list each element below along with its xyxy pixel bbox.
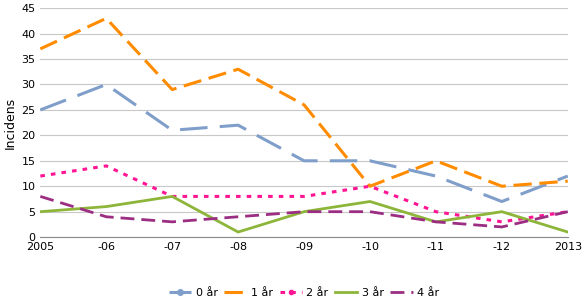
2 år [37, 174, 44, 178]
4 år [234, 215, 241, 219]
1 år [432, 159, 440, 163]
1 år [301, 103, 308, 107]
1 år [366, 185, 373, 188]
4 år [301, 210, 308, 213]
3 år [432, 220, 440, 224]
3 år [103, 205, 110, 209]
0 år [564, 174, 571, 178]
2 år [103, 164, 110, 168]
Line: 2 år: 2 år [40, 166, 568, 222]
3 år [498, 210, 505, 213]
0 år [498, 200, 505, 203]
4 år [37, 195, 44, 198]
0 år [234, 123, 241, 127]
4 år [432, 220, 440, 224]
0 år [432, 174, 440, 178]
4 år [564, 210, 571, 213]
4 år [169, 220, 176, 224]
3 år [564, 230, 571, 234]
0 år [366, 159, 373, 163]
2 år [366, 185, 373, 188]
1 år [564, 179, 571, 183]
Line: 4 år: 4 år [40, 196, 568, 227]
1 år [37, 47, 44, 51]
Y-axis label: Incidens: Incidens [4, 97, 17, 149]
0 år [103, 83, 110, 86]
0 år [301, 159, 308, 163]
3 år [301, 210, 308, 213]
1 år [169, 88, 176, 92]
3 år [234, 230, 241, 234]
1 år [103, 16, 110, 20]
0 år [37, 108, 44, 112]
Line: 1 år: 1 år [40, 18, 568, 186]
Line: 3 år: 3 år [40, 196, 568, 232]
2 år [498, 220, 505, 224]
3 år [169, 195, 176, 198]
3 år [366, 200, 373, 203]
3 år [37, 210, 44, 213]
2 år [301, 195, 308, 198]
1 år [498, 185, 505, 188]
2 år [234, 195, 241, 198]
Legend: 0 år, 1 år, 2 år, 3 år, 4 år: 0 år, 1 år, 2 år, 3 år, 4 år [165, 284, 444, 303]
4 år [366, 210, 373, 213]
1 år [234, 67, 241, 71]
2 år [169, 195, 176, 198]
4 år [498, 225, 505, 229]
Line: 0 år: 0 år [40, 85, 568, 202]
0 år [169, 129, 176, 132]
4 år [103, 215, 110, 219]
2 år [564, 210, 571, 213]
2 år [432, 210, 440, 213]
